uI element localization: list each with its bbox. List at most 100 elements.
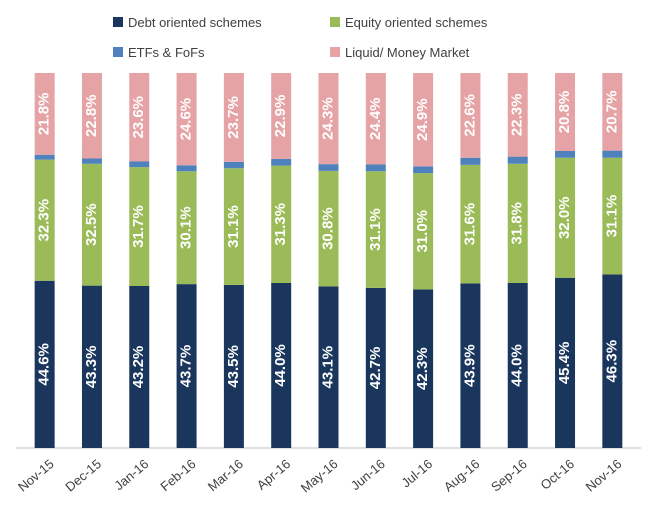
value-label: 22.3% (509, 94, 526, 137)
x-tick-label: Sep-16 (488, 456, 530, 494)
value-label: 21.8% (36, 93, 53, 136)
bar-segment (365, 73, 386, 165)
bar-segment (413, 73, 434, 167)
bar-segment (602, 157, 623, 275)
bar-segment (176, 171, 197, 285)
bar-segment (602, 274, 623, 448)
x-tick-label: Mar-16 (205, 456, 246, 494)
bar-segment (176, 165, 197, 172)
bar-segment (318, 286, 339, 448)
bar-segment (507, 283, 528, 448)
bar-segment (365, 287, 386, 448)
bar-segment (271, 158, 292, 166)
bar-segment (602, 150, 623, 158)
value-label: 31.1% (225, 205, 242, 248)
bar-segment (271, 165, 292, 283)
bar-segment (460, 164, 481, 284)
x-tick-label: Jul-16 (398, 456, 435, 490)
bar-segment (555, 151, 576, 158)
bar-segment (176, 284, 197, 448)
bar-segment (129, 167, 150, 286)
bar-segment (81, 163, 102, 286)
bar-segment (318, 73, 339, 165)
value-label: 20.8% (556, 91, 573, 134)
value-label: 22.8% (83, 94, 100, 137)
value-label: 24.3% (319, 97, 336, 140)
legend-label: Debt oriented schemes (128, 15, 262, 30)
value-label: 31.3% (272, 203, 289, 246)
value-label: 44.0% (509, 344, 526, 387)
legend-marker (113, 17, 123, 27)
bar-segment (129, 73, 150, 162)
bar-segment (223, 284, 244, 448)
value-label: 24.4% (367, 97, 384, 140)
bar-segment (223, 161, 244, 169)
bar-segment (34, 154, 55, 160)
value-label: 31.0% (414, 210, 431, 253)
legend-label: ETFs & FoFs (128, 45, 205, 60)
value-label: 42.3% (414, 347, 431, 390)
bar-segment (223, 168, 244, 285)
value-label: 22.6% (461, 94, 478, 137)
value-label: 23.7% (225, 96, 242, 139)
value-label: 44.6% (36, 343, 53, 386)
bar-segment (271, 283, 292, 448)
legend-marker (113, 47, 123, 57)
value-label: 43.1% (319, 346, 336, 389)
bar-segment (81, 158, 102, 164)
x-tick-label: Aug-16 (441, 456, 483, 494)
value-label: 20.7% (603, 91, 620, 134)
bar-segment (176, 73, 197, 166)
value-label: 30.1% (178, 206, 195, 249)
value-label: 31.7% (130, 205, 147, 248)
x-tick-label: Oct-16 (538, 456, 578, 493)
value-label: 22.9% (272, 95, 289, 138)
value-label: 42.7% (367, 347, 384, 390)
value-label: 31.6% (461, 203, 478, 246)
value-label: 30.8% (319, 207, 336, 250)
legend-marker (330, 47, 340, 57)
value-label: 43.5% (225, 345, 242, 388)
bar-segment (555, 73, 576, 151)
value-label: 43.7% (178, 345, 195, 388)
x-tick-label: May-16 (298, 456, 341, 495)
x-tick-label: Feb-16 (157, 456, 198, 494)
value-label: 31.8% (509, 202, 526, 245)
value-label: 32.5% (83, 203, 100, 246)
value-label: 31.1% (603, 195, 620, 238)
value-label: 32.3% (36, 199, 53, 242)
x-tick-label: Dec-15 (62, 456, 104, 494)
value-label: 43.9% (461, 344, 478, 387)
x-tick-label: Apr-16 (254, 456, 294, 493)
value-label: 43.3% (83, 346, 100, 389)
bar-segment (460, 157, 481, 165)
x-tick-label: Jan-16 (111, 456, 151, 493)
x-tick-label: Nov-15 (15, 456, 57, 494)
value-label: 24.6% (178, 98, 195, 141)
bar-segment (413, 173, 434, 290)
value-label: 23.6% (130, 96, 147, 139)
bar-segment (555, 277, 576, 448)
bar-segment (34, 73, 55, 155)
legend-marker (330, 17, 340, 27)
bar-segment (34, 280, 55, 448)
bar-segment (34, 159, 55, 281)
bar-segment (460, 73, 481, 158)
bar-segment (413, 166, 434, 174)
legend-label: Liquid/ Money Market (345, 45, 470, 60)
value-label: 31.1% (367, 208, 384, 251)
bar-segment (318, 170, 339, 287)
value-label: 44.0% (272, 344, 289, 387)
bar-segment (129, 286, 150, 448)
legend-label: Equity oriented schemes (345, 15, 488, 30)
bar-segment (129, 161, 150, 168)
value-label: 32.0% (556, 196, 573, 239)
bar-segment (271, 73, 292, 159)
bar-segment (81, 73, 102, 159)
bar-segment (602, 73, 623, 151)
bar-segment (507, 156, 528, 164)
value-label: 45.4% (556, 342, 573, 385)
x-tick-label: Jun-16 (348, 456, 388, 493)
value-label: 46.3% (603, 340, 620, 383)
